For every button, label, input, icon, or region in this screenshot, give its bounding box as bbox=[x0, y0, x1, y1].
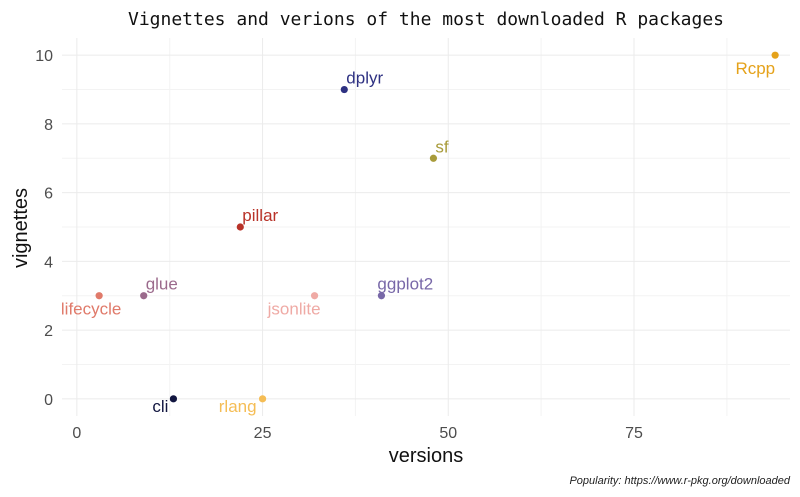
y-tick-label: 4 bbox=[44, 254, 53, 271]
data-point-lifecycle bbox=[95, 292, 103, 300]
chart-title: Vignettes and verions of the most downlo… bbox=[128, 9, 724, 30]
y-tick-label: 8 bbox=[44, 117, 53, 134]
y-tick-label: 0 bbox=[44, 392, 53, 409]
data-point-rlang bbox=[258, 395, 267, 403]
data-point-dplyr bbox=[340, 85, 348, 94]
data-point-jsonlite bbox=[310, 292, 319, 300]
chart-caption: Popularity: https://www.r-pkg.org/downlo… bbox=[569, 475, 790, 487]
x-tick-label: 0 bbox=[72, 425, 81, 442]
point-label-glue: glue bbox=[146, 275, 178, 294]
data-points bbox=[95, 51, 779, 403]
point-label-lifecycle: lifecycle bbox=[61, 300, 121, 319]
grid bbox=[62, 38, 790, 416]
point-label-ggplot2: ggplot2 bbox=[377, 275, 433, 294]
data-point-cli bbox=[169, 395, 178, 403]
x-tick-label: 50 bbox=[439, 425, 457, 442]
point-label-cli: cli bbox=[152, 397, 168, 416]
data-point-pillar bbox=[236, 223, 244, 231]
point-label-dplyr: dplyr bbox=[346, 69, 383, 88]
x-axis-title: versions bbox=[389, 445, 463, 467]
data-point-sf bbox=[429, 154, 438, 162]
data-point-ggplot2 bbox=[377, 292, 386, 300]
data-point-Rcpp bbox=[771, 51, 779, 59]
y-tick-label: 10 bbox=[35, 48, 53, 65]
y-tick-labels: 0 2 4 6 8 10 bbox=[35, 48, 53, 409]
point-labels: Rcpp dplyr sf pillar glue lifecycle jsonlite gg… bbox=[61, 59, 775, 416]
y-axis-title: vignettes bbox=[10, 188, 32, 268]
x-tick-labels: 0 25 50 75 bbox=[72, 425, 643, 442]
point-label-pillar: pillar bbox=[242, 206, 278, 225]
y-tick-label: 2 bbox=[44, 323, 53, 340]
point-label-jsonlite: jsonlite bbox=[267, 300, 321, 319]
point-label-rlang: rlang bbox=[219, 397, 257, 416]
data-point-glue bbox=[140, 292, 148, 300]
point-label-sf: sf bbox=[435, 137, 449, 156]
point-label-Rcpp: Rcpp bbox=[735, 59, 775, 78]
x-tick-label: 75 bbox=[625, 425, 643, 442]
x-tick-label: 25 bbox=[254, 425, 272, 442]
y-tick-label: 6 bbox=[44, 186, 53, 203]
